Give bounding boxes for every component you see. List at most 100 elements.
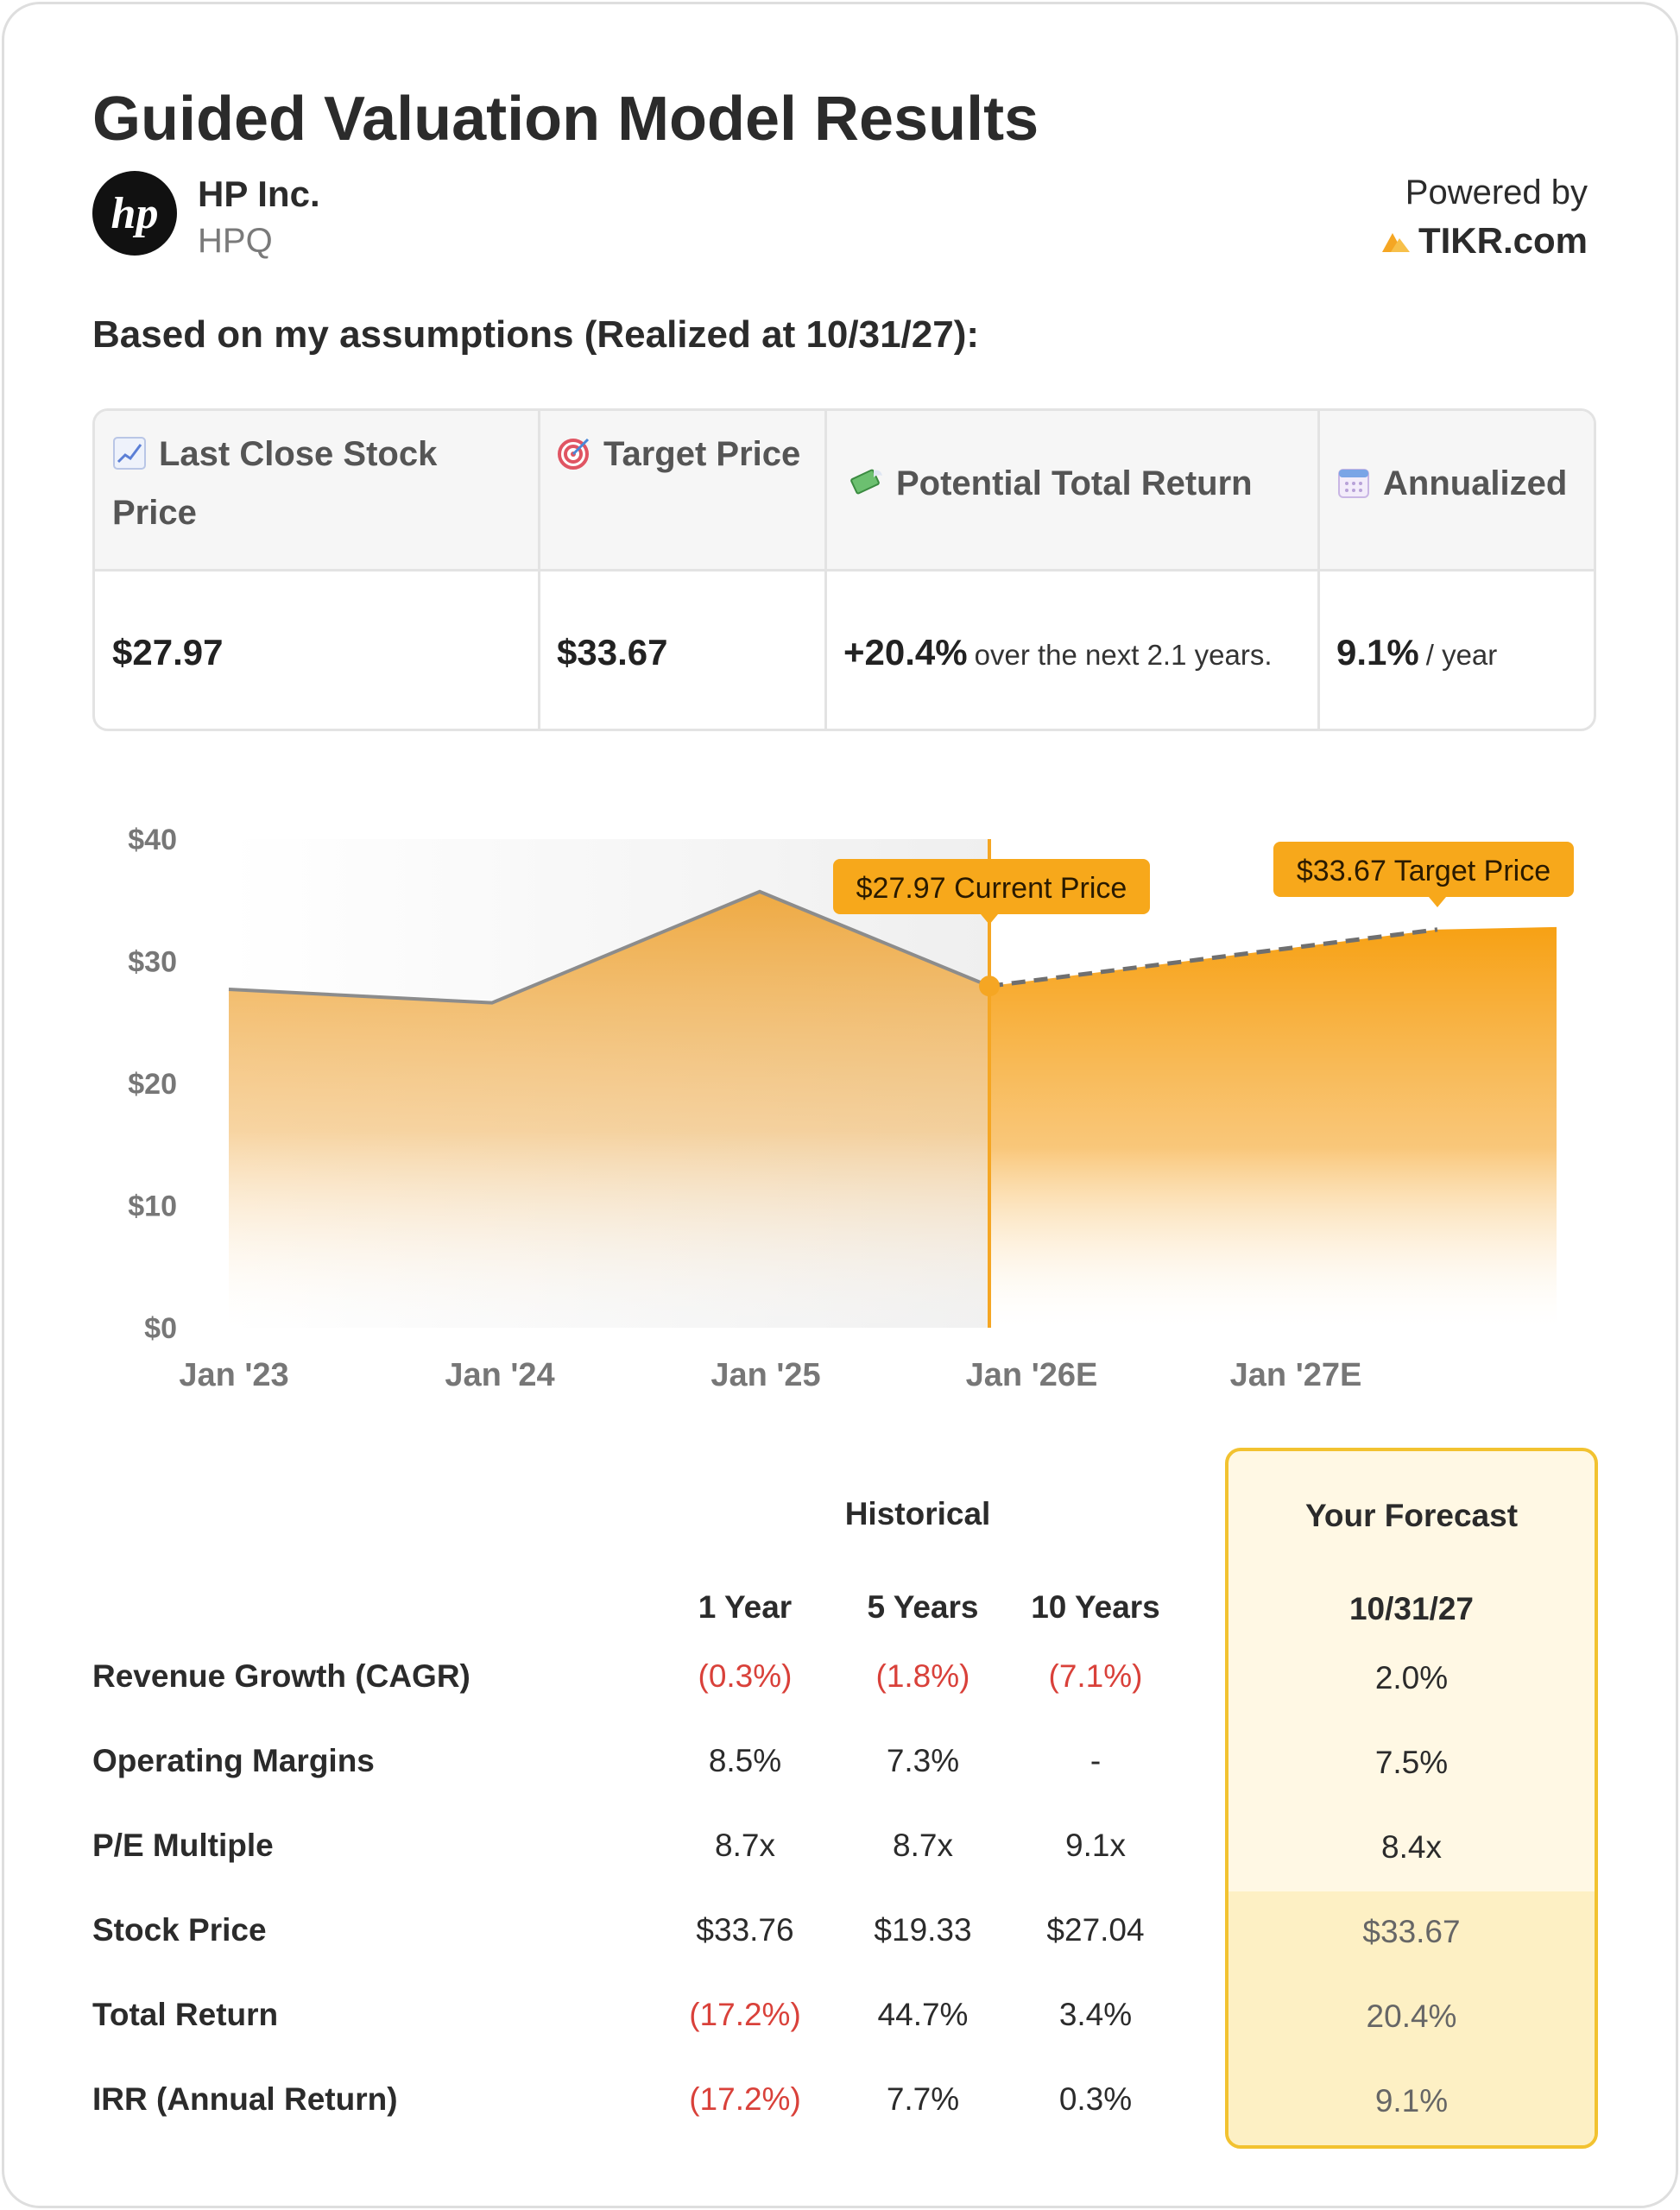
- metric-row-label: Operating Margins: [92, 1743, 375, 1778]
- annualized-percent: 9.1%: [1336, 632, 1419, 672]
- y-tick-label: $10: [128, 1190, 177, 1223]
- current-price-marker: [979, 976, 1000, 997]
- summary-header-label: Target Price: [603, 435, 801, 473]
- column-header-forecast-date: 10/31/27: [1348, 1591, 1475, 1626]
- forecast-price-line: [988, 927, 1438, 988]
- hp-logo: hp: [92, 171, 177, 256]
- column-header-10-years: 10 Years: [1031, 1589, 1160, 1625]
- company-name: HP Inc.: [198, 174, 320, 214]
- x-tick-label: Jan '23: [179, 1357, 288, 1393]
- target-price-value: $33.67: [557, 632, 668, 672]
- current-price-tag-pointer: [981, 914, 998, 925]
- metric-historical-cell: 3.4%: [1058, 1997, 1133, 2032]
- metric-historical-cell: 7.3%: [886, 1743, 960, 1778]
- potential-return-percent: +20.4%: [843, 632, 968, 672]
- money-with-wings-icon: [849, 459, 884, 495]
- metric-row-label: P/E Multiple: [92, 1828, 274, 1863]
- tikr-logo-icon: [1381, 233, 1410, 252]
- metric-historical-cell: 44.7%: [877, 1997, 969, 2032]
- target-price-tag: $33.67 Target Price: [1273, 842, 1574, 907]
- summary-header-label: Last Close Stock Price: [112, 435, 438, 532]
- metric-historical-cell: (7.1%): [1048, 1658, 1143, 1694]
- y-tick-label: $40: [128, 824, 177, 856]
- y-axis: $0 $10 $20 $30 $40: [128, 824, 177, 1345]
- calendar-icon: [1336, 459, 1371, 498]
- metric-historical-cell: 9.1x: [1065, 1828, 1126, 1863]
- historical-heading: Historical: [844, 1496, 991, 1531]
- metric-historical-cell: 0.3%: [1058, 2081, 1133, 2117]
- annualized-value: 9.1% / year: [1336, 632, 1497, 673]
- price-chart-svg: $0$10$20$30$40 Jan '23 Jan '24 Jan '25 Jan …: [128, 824, 1574, 1393]
- summary-header-potential-return: Potential Total Return: [849, 454, 1316, 513]
- target-icon: [557, 430, 591, 470]
- x-tick-label: Jan '26E: [966, 1357, 1098, 1393]
- last-close-value: $27.97: [112, 632, 224, 672]
- metric-row-label: Stock Price: [92, 1912, 267, 1948]
- metric-historical-cell: $33.76: [696, 1912, 794, 1948]
- plot-area: $27.97 Current Price $33.67 Target Price: [228, 839, 1574, 1328]
- metric-row-label: Total Return: [92, 1997, 279, 2032]
- potential-return-value: +20.4% over the next 2.1 years.: [843, 632, 1272, 673]
- current-price-tag-label: $27.97 Current Price: [856, 872, 1127, 905]
- summary-header-target: Target Price: [557, 425, 816, 483]
- current-price-tag: $27.97 Current Price: [833, 859, 1150, 925]
- metric-historical-cell: 7.7%: [886, 2081, 960, 2117]
- metric-forecast-cell: 8.4x: [1381, 1829, 1442, 1865]
- metric-historical-cell: (1.8%): [875, 1658, 970, 1694]
- historical-price-line: [228, 889, 990, 1005]
- tikr-brand: TIKR.com: [1418, 220, 1588, 261]
- metric-row-label: IRR (Annual Return): [92, 2081, 398, 2117]
- metric-forecast-cell: $33.67: [1362, 1914, 1461, 1949]
- metric-forecast-cell: 2.0%: [1374, 1660, 1449, 1695]
- x-tick-label: Jan '24: [445, 1357, 554, 1393]
- metric-historical-cell: (17.2%): [689, 1997, 801, 2032]
- forecast-area: [989, 926, 1557, 1328]
- y-tick-label: $0: [144, 1312, 177, 1345]
- column-divider: [1317, 411, 1320, 729]
- metric-forecast-cell: 20.4%: [1366, 1998, 1457, 2034]
- summary-header-label: Potential Total Return: [896, 464, 1253, 502]
- assumptions-heading: Based on my assumptions (Realized at 10/…: [92, 313, 980, 356]
- metric-historical-cell: (0.3%): [698, 1658, 793, 1694]
- x-axis: Jan '23 Jan '24 Jan '25 Jan '26E Jan '27E: [179, 1357, 1361, 1393]
- potential-return-suffix: over the next 2.1 years.: [974, 639, 1273, 671]
- target-price-tag-box: [1273, 842, 1574, 897]
- chart-increasing-icon: [112, 430, 147, 470]
- target-price-tag-label: $33.67 Target Price: [1297, 855, 1551, 887]
- price-chart: $0 $10 $20 $30 $40 Jan '23 Jan '24 Jan '25 Jan …: [91, 773, 1610, 1411]
- metric-historical-cell: 8.5%: [708, 1743, 782, 1778]
- metric-historical-cell: 8.7x: [893, 1828, 953, 1863]
- forecast-heading: Your Forecast: [1304, 1498, 1519, 1533]
- current-price-tag-box: [833, 859, 1150, 914]
- y-tick-label: $30: [128, 946, 177, 979]
- metric-historical-cell: $27.04: [1046, 1912, 1145, 1948]
- y-tick-label: $20: [128, 1068, 177, 1101]
- metric-historical-cell: (17.2%): [689, 2081, 801, 2117]
- tikr-link[interactable]: TIKR.com: [1380, 220, 1588, 262]
- column-header-1-year: 1 Year: [698, 1589, 793, 1625]
- annualized-suffix: / year: [1425, 639, 1498, 671]
- hp-logo-text: hp: [111, 189, 159, 238]
- summary-header-annualized: Annualized: [1336, 454, 1594, 513]
- metric-forecast-cell: 7.5%: [1374, 1745, 1449, 1780]
- forecast-column-box: [1225, 1448, 1598, 2149]
- x-tick-label: Jan '25: [711, 1357, 820, 1393]
- summary-header-label: Annualized: [1383, 464, 1568, 502]
- summary-header-last-close: Last Close Stock Price: [112, 425, 527, 542]
- column-divider: [538, 411, 540, 729]
- column-divider: [824, 411, 827, 729]
- metric-historical-cell: -: [1089, 1743, 1102, 1778]
- x-tick-label: Jan '27E: [1230, 1357, 1362, 1393]
- forecast-results-highlight: [1228, 1891, 1595, 2145]
- powered-by-label: Powered by: [1405, 174, 1588, 212]
- metric-historical-cell: 8.7x: [715, 1828, 775, 1863]
- column-header-5-years: 5 Years: [867, 1589, 979, 1625]
- page-title: Guided Valuation Model Results: [92, 85, 1039, 154]
- target-price-tag-pointer: [1429, 897, 1446, 907]
- metric-historical-cell: $19.33: [874, 1912, 972, 1948]
- summary-table: Last Close Stock Price Target Price Pote…: [92, 408, 1596, 731]
- metric-row-label: Revenue Growth (CAGR): [92, 1658, 471, 1694]
- metric-forecast-cell: 9.1%: [1374, 2083, 1449, 2118]
- company-ticker: HPQ: [198, 222, 273, 260]
